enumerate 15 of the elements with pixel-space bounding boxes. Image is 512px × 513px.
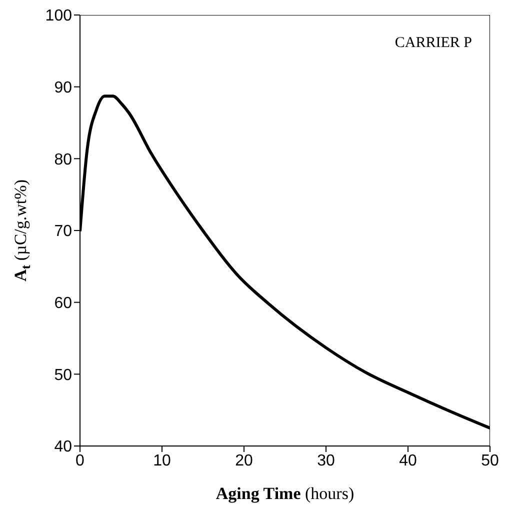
x-tick-label: 30 bbox=[317, 452, 335, 470]
x-tick-label: 50 bbox=[481, 452, 499, 470]
y-tick-label: 80 bbox=[54, 151, 72, 168]
y-tick-label: 90 bbox=[54, 80, 72, 97]
x-tick-label: 10 bbox=[153, 452, 171, 470]
x-axis-title: Aging Time (hours) bbox=[216, 484, 354, 503]
y-tick-label: 60 bbox=[54, 295, 72, 312]
x-tick-label: 20 bbox=[235, 452, 253, 470]
y-tick-label: 40 bbox=[54, 438, 72, 456]
y-tick-label: 50 bbox=[54, 366, 72, 384]
x-tick-label: 40 bbox=[399, 452, 417, 470]
y-tick-label: 70 bbox=[54, 223, 72, 240]
annotation: CARRIER P bbox=[394, 35, 472, 51]
x-tick-label: 0 bbox=[76, 452, 85, 470]
y-tick-label: 100 bbox=[45, 8, 72, 25]
